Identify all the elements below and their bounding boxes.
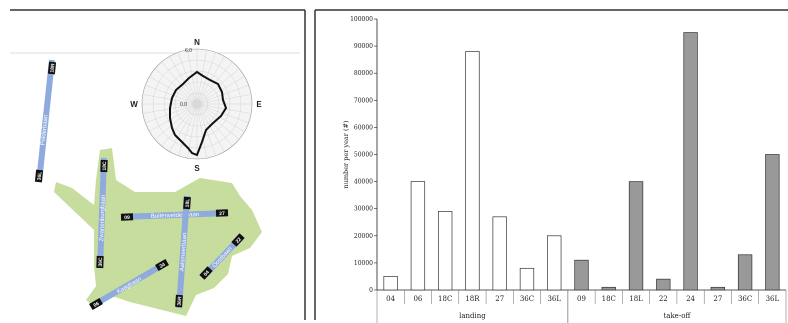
- runway-end-label: 36C: [98, 257, 104, 267]
- y-tick-label: 70000: [354, 97, 373, 104]
- airport-area: [54, 148, 262, 316]
- rose-spoke: [154, 103, 198, 140]
- bar: [710, 286, 725, 291]
- compass-west: W: [130, 100, 138, 109]
- category-label: 36L: [547, 295, 561, 303]
- bar: [383, 276, 398, 291]
- rose-center-tick: 0.0: [180, 102, 187, 108]
- runway-label: Aalsmeerbaan: [180, 233, 189, 272]
- runway-buitenveldertbaan: Buitenveldertbaan 09 27: [120, 209, 229, 221]
- rose-spoke: [169, 56, 198, 105]
- rose-spoke: [149, 76, 198, 105]
- wind-rose-center: [192, 99, 202, 109]
- compass-north: N: [194, 38, 200, 47]
- runway-end-label: 18R: [50, 63, 57, 73]
- y-tick-label: 40000: [354, 179, 373, 186]
- rose-outer-tick: 6.0: [185, 48, 192, 54]
- y-tick-label: 80000: [354, 70, 373, 77]
- runway-end-label: 18C: [102, 161, 108, 171]
- y-tick-label: 20000: [354, 233, 373, 240]
- runway-end-label: 04: [203, 269, 211, 277]
- category-label: 36L: [766, 295, 780, 303]
- y-tick-label: 100000: [350, 16, 373, 23]
- runway-end-label: 06: [93, 301, 101, 309]
- rose-spoke: [142, 94, 198, 105]
- rose-spoke: [196, 103, 207, 159]
- rose-spoke: [196, 103, 225, 152]
- runway-end-label: 09: [124, 215, 130, 221]
- bar: [438, 211, 453, 291]
- airport-map-panel: Polderbaan 18R 36L Zwanenburgbaan 18C 36…: [10, 9, 306, 320]
- bar: [465, 51, 480, 291]
- wind-rose-outline: [169, 70, 228, 157]
- runway-label: Polderbaan: [40, 115, 49, 146]
- runway-zwanenburgbaan: Zwanenburgbaan 18C 36C: [96, 157, 108, 269]
- category-label: 18L: [629, 295, 643, 303]
- runway-end-label: 36R: [177, 296, 184, 306]
- rose-spoke: [196, 103, 240, 140]
- bar: [574, 259, 589, 291]
- category-label: 18R: [465, 295, 480, 303]
- y-tick-label: 90000: [354, 43, 373, 50]
- bar: [737, 254, 753, 291]
- category-label: 24: [686, 295, 695, 303]
- runway-end-label: 22: [235, 236, 243, 244]
- bar: [683, 32, 698, 291]
- rose-spoke: [196, 103, 252, 114]
- rose-spoke: [169, 103, 198, 152]
- rose-spoke: [154, 68, 198, 105]
- runway-end-label: 24: [159, 262, 167, 270]
- runway-end-label: 36L: [37, 172, 44, 181]
- y-axis-title: number per year (#): [342, 120, 350, 188]
- bar: [519, 267, 535, 291]
- compass-east: E: [256, 100, 262, 109]
- rose-spoke: [161, 61, 198, 105]
- category-label: 27: [495, 295, 504, 303]
- runway-aalsmeerbaan: Aalsmeerbaan 18L 36R: [175, 195, 192, 309]
- rose-spoke: [196, 94, 252, 105]
- rose-spoke: [149, 103, 198, 132]
- group-label: take-off: [663, 312, 691, 320]
- wind-rose: 6.0 0.0 N S E W: [130, 38, 262, 173]
- category-label: 36C: [738, 295, 752, 303]
- rose-spoke: [196, 103, 245, 132]
- rose-spoke: [178, 103, 198, 156]
- category-label: 36C: [520, 295, 534, 303]
- category-label: 22: [659, 295, 668, 303]
- bar: [547, 235, 562, 291]
- category-label: 09: [577, 295, 586, 303]
- category-label: 18C: [602, 295, 616, 303]
- rose-spoke: [161, 103, 198, 147]
- runway-polderbaan: Polderbaan 18R 36L: [34, 59, 57, 183]
- bar: [765, 154, 780, 291]
- category-label: 04: [386, 295, 395, 303]
- rose-spoke: [145, 103, 198, 123]
- runway-end-label: 18L: [185, 199, 192, 208]
- bar: [601, 286, 616, 291]
- compass-south: S: [194, 164, 200, 173]
- y-tick-label: 50000: [354, 152, 373, 159]
- bar: [410, 181, 426, 291]
- group-label: landing: [459, 312, 486, 320]
- y-tick-label: 30000: [354, 206, 373, 213]
- runway-end-label: 27: [219, 211, 225, 217]
- category-label: 27: [713, 295, 722, 303]
- bar-chart-panel: 0 10000 20000 30000 40000 50000 60000 70000 8000…: [314, 9, 788, 323]
- bar: [492, 216, 507, 291]
- y-tick-label: 10000: [354, 260, 373, 267]
- rose-spoke: [145, 85, 198, 105]
- bar-chart: 0 10000 20000 30000 40000 50000 60000 70000 8000…: [342, 16, 787, 323]
- bar: [628, 181, 644, 291]
- y-tick-label: 0: [369, 287, 373, 294]
- runway-label: Zwanenburgbaan: [99, 195, 107, 242]
- rose-spoke: [196, 103, 233, 147]
- rose-spoke: [196, 49, 207, 105]
- rose-spoke: [187, 49, 198, 105]
- runway-label: Buitenveldertbaan: [151, 212, 200, 220]
- bar: [656, 278, 671, 291]
- y-tick-label: 60000: [354, 124, 373, 131]
- category-label: 18C: [438, 295, 452, 303]
- category-label: 06: [413, 295, 422, 303]
